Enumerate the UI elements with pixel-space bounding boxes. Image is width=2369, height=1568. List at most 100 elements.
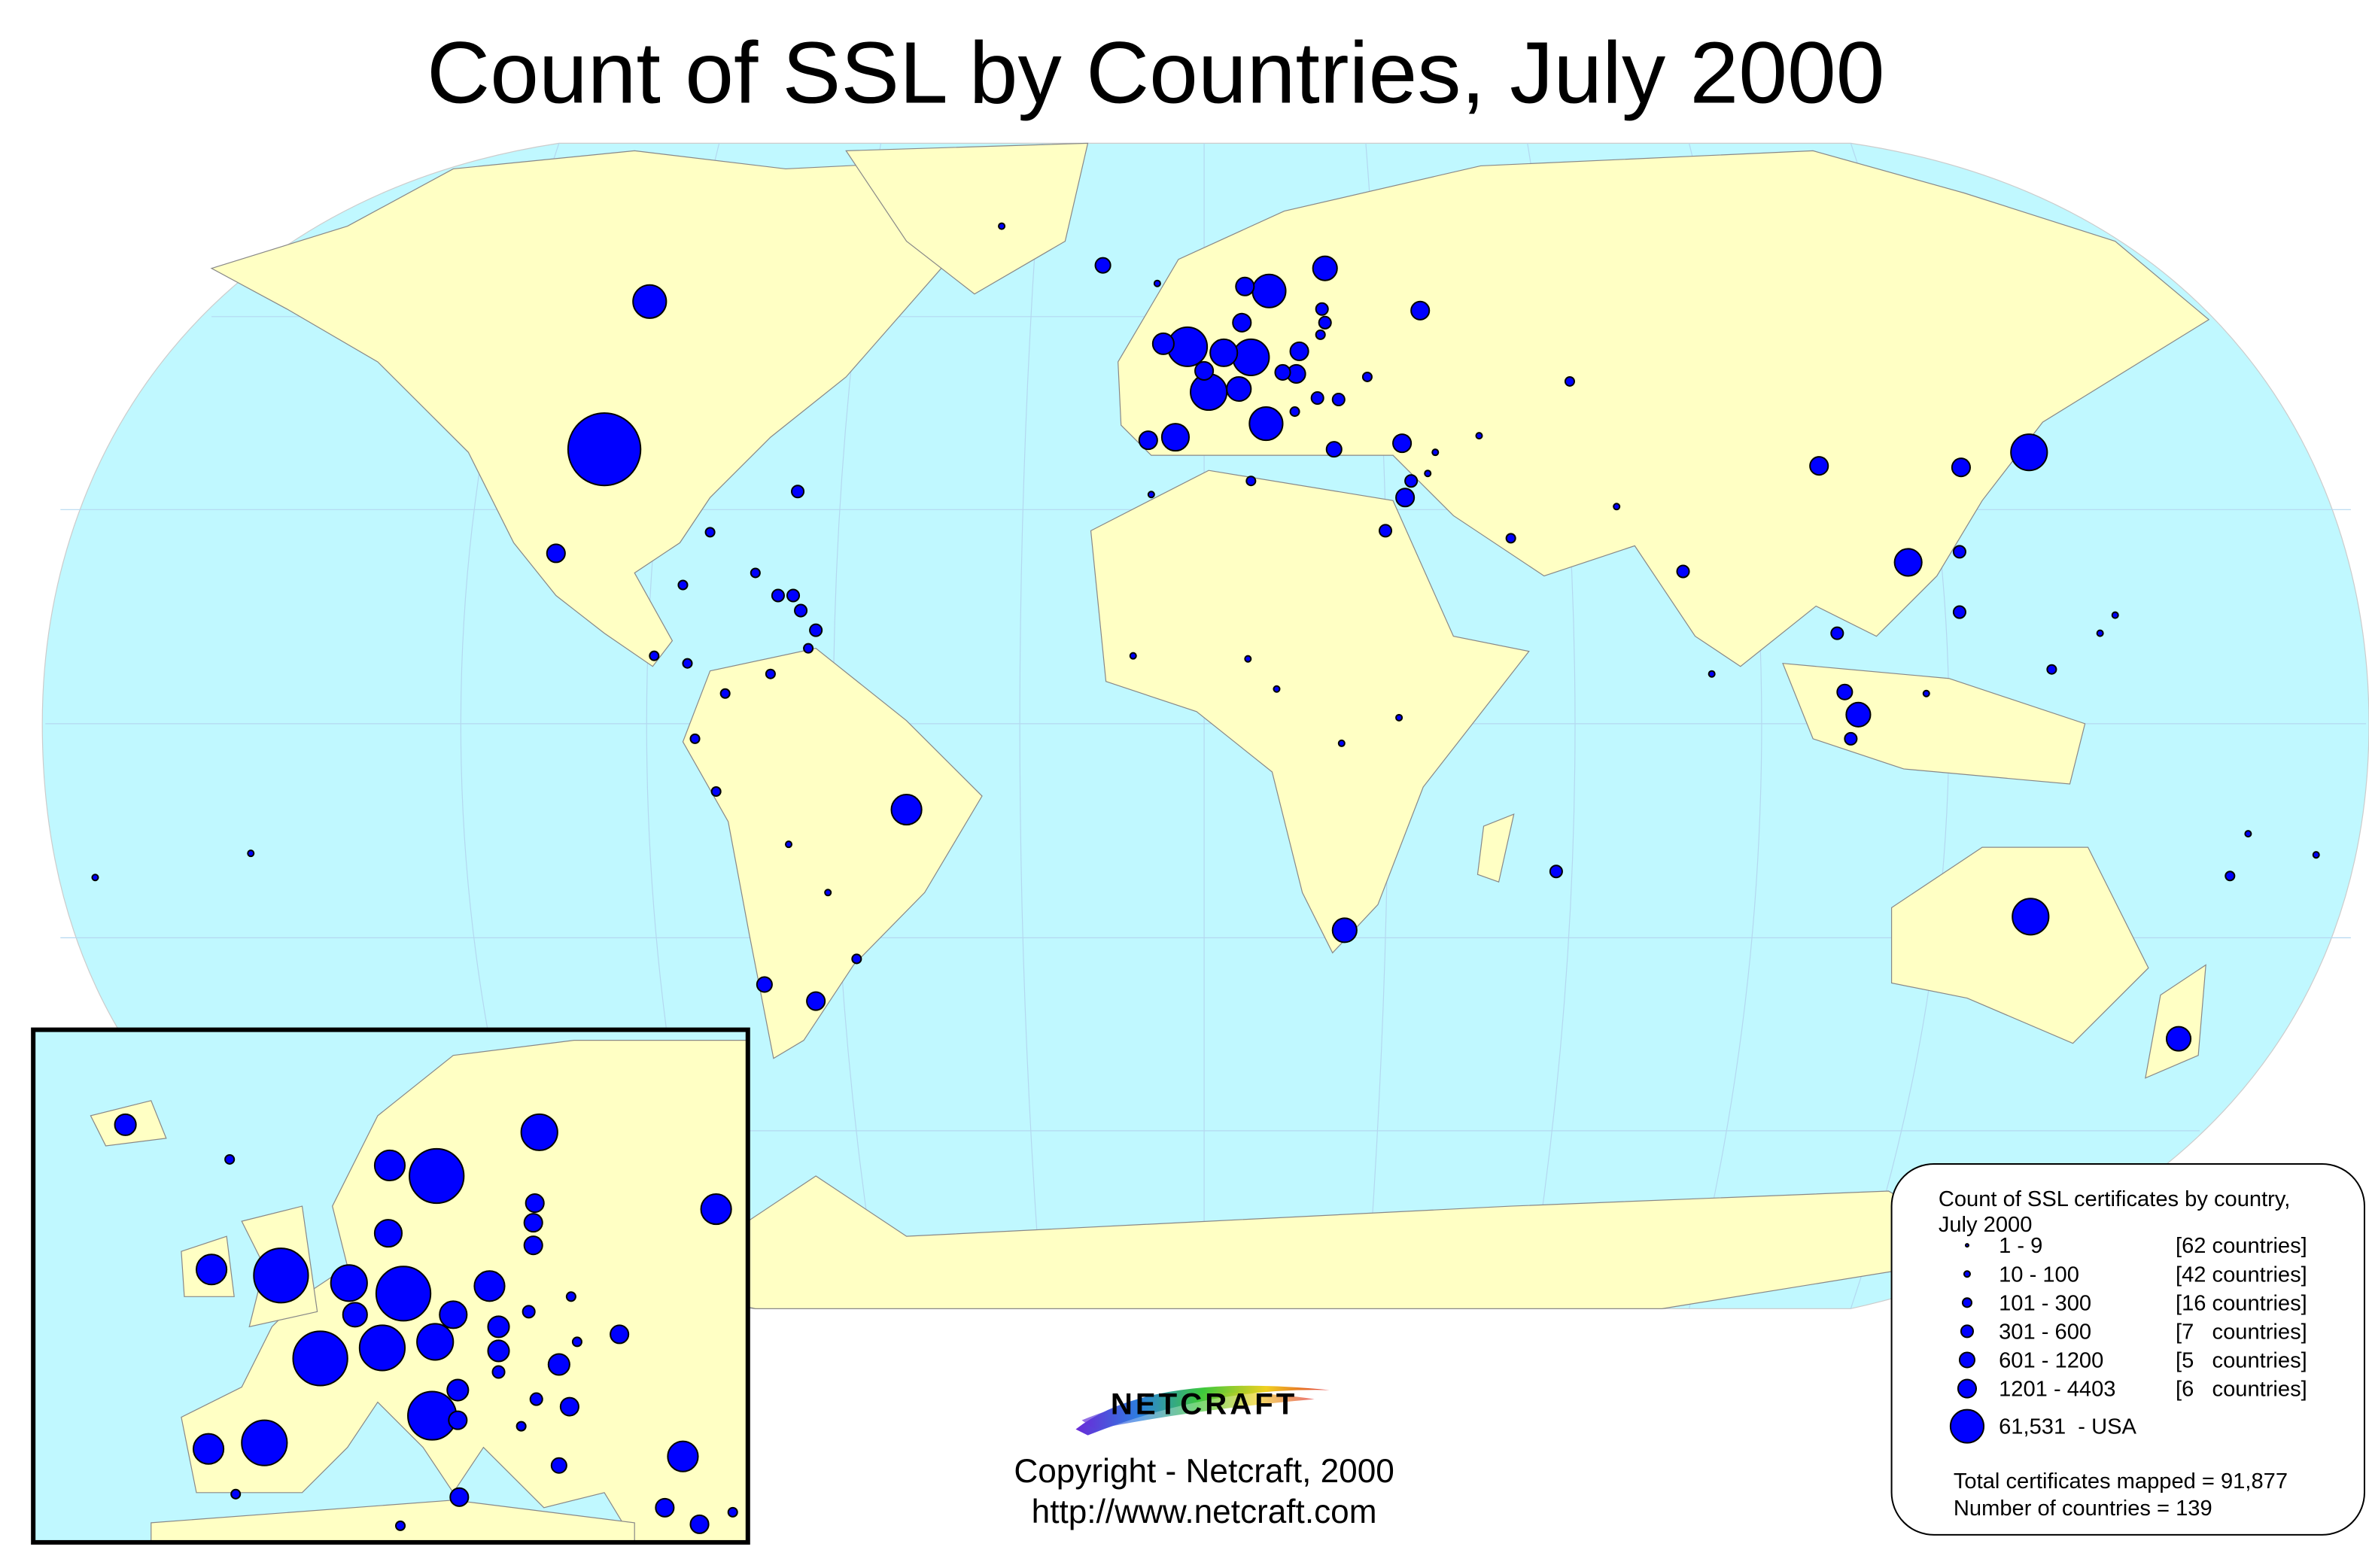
legend-country-count: Number of countries = 139 [1954,1497,2212,1521]
country-marker [515,1421,527,1432]
country-marker [765,668,776,679]
country-marker [1147,491,1155,499]
country-marker [330,1264,368,1302]
country-marker [794,603,808,618]
country-marker [342,1302,368,1328]
country-marker [1235,276,1255,296]
country-marker [824,889,832,897]
country-marker [487,1339,510,1363]
country-marker [2312,851,2320,859]
country-marker [1922,689,1930,697]
legend-count: [7 countries] [2176,1320,2307,1344]
country-marker [114,1113,137,1136]
country-marker [1845,701,1872,728]
country-marker [230,1488,242,1500]
country-marker [677,579,689,591]
country-marker [195,1253,228,1286]
country-marker [571,1336,582,1348]
country-marker [253,1247,309,1304]
legend-symbol [1963,1270,1971,1278]
legend-range: 61,531 - USA [1999,1415,2136,1439]
country-marker [523,1213,543,1233]
country-marker [241,1419,288,1466]
country-marker [704,527,716,538]
title: Count of SSL by Countries, July 2000 [427,23,1884,121]
country-marker [1094,257,1112,274]
country-marker [1245,476,1257,487]
url: http://www.netcraft.com [1032,1494,1377,1530]
country-marker [2244,830,2252,838]
country-marker [2225,871,2236,882]
country-marker [559,1396,579,1417]
legend-count: [6 countries] [2176,1378,2307,1402]
country-marker [1708,670,1716,678]
country-marker [1318,315,1332,330]
country-marker [1273,685,1281,693]
legend-title: Count of SSL certificates by country, [1939,1187,2291,1211]
country-marker [1325,441,1343,458]
legend-symbol [1964,1243,1969,1248]
country-marker [1337,739,1346,747]
country-marker [1274,363,1291,381]
country-marker [409,1147,465,1205]
country-marker [1289,406,1300,418]
country-marker [224,1153,236,1165]
country-marker [1893,548,1923,577]
country-marker [1844,731,1858,746]
country-marker [525,1193,545,1214]
country-marker [632,284,668,319]
country-marker [1226,375,1252,403]
country-marker [1151,332,1175,355]
country-marker [491,1365,506,1379]
country-marker [1153,279,1161,287]
country-marker [1836,683,1854,700]
country-marker [689,1514,710,1534]
country-marker [806,991,826,1011]
legend-symbol [1949,1408,1985,1444]
country-marker [547,1353,570,1376]
country-marker [520,1113,558,1151]
country-marker [1232,312,1252,333]
country-marker [439,1300,468,1329]
legend-range: 1201 - 4403 [1999,1378,2115,1402]
country-marker [373,1149,406,1182]
country-marker [727,1506,738,1518]
country-marker [487,1315,510,1339]
country-marker [1951,457,1971,478]
country-marker [565,1291,576,1302]
legend-count: [16 countries] [2176,1291,2307,1315]
country-marker [1315,329,1326,340]
country-markers [91,222,2320,1534]
country-marker [473,1270,506,1302]
legend-symbol [1957,1378,1978,1399]
country-marker [416,1323,455,1361]
country-marker [1952,545,1966,559]
country-marker [1676,564,1690,579]
country-marker [1361,371,1373,382]
country-marker [1331,917,1358,944]
country-marker [1331,393,1346,407]
country-marker [1160,423,1191,452]
country-marker [809,623,823,637]
legend-range: 101 - 300 [1999,1291,2091,1315]
country-marker [689,733,701,744]
country-marker [890,794,923,826]
country-marker [449,1487,470,1507]
country-marker [1248,406,1284,442]
country-marker [2096,629,2104,637]
country-marker [523,1235,543,1256]
country-marker [522,1305,536,1319]
country-marker [667,1440,699,1472]
country-marker [791,485,805,499]
legend-count: [5 countries] [2176,1349,2307,1373]
legend-range: 10 - 100 [1999,1263,2079,1287]
country-marker [375,1266,432,1322]
country-marker [649,650,660,661]
country-marker [610,1324,630,1345]
logo-text: NETCRAFT [1111,1388,1297,1421]
country-marker [2012,898,2050,936]
country-marker [395,1520,406,1531]
copyright: Copyright - Netcraft, 2000 [1014,1453,1394,1490]
country-marker [1404,474,1419,488]
legend-range: 1 - 9 [1999,1234,2042,1258]
